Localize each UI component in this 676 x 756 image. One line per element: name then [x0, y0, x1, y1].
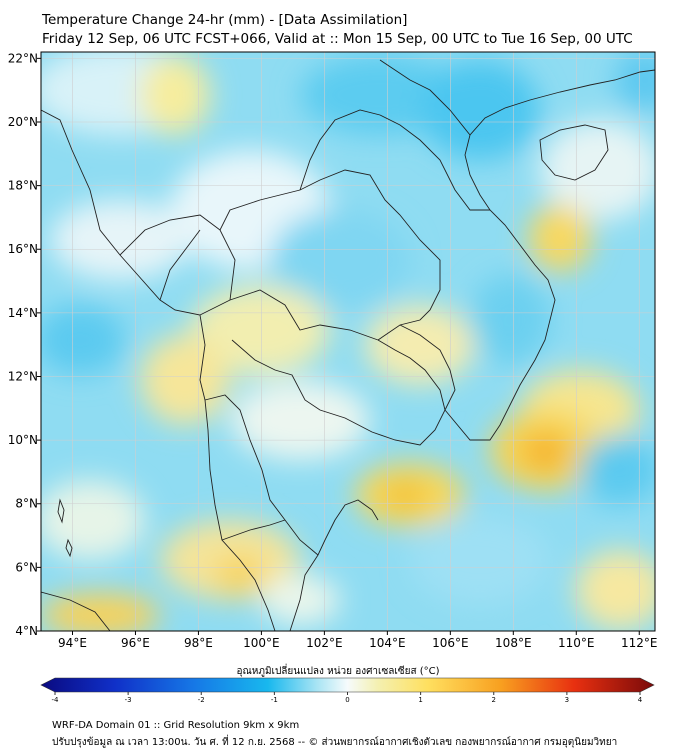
- colorbar-tick-label: 4: [638, 696, 643, 704]
- colorbar-ticks: -4 -3 -2 -1 0 1 2 3 4: [52, 692, 643, 704]
- y-tick-label: 4°N: [15, 624, 38, 638]
- y-tick-label: 8°N: [15, 497, 38, 511]
- y-tick-label: 10°N: [8, 433, 38, 447]
- x-axis-ticks: 94°E 96°E 98°E 100°E 102°E 104°E 106°E 108°E 110…: [58, 631, 658, 650]
- colorbar-tick-label: 3: [565, 696, 569, 704]
- y-tick-label: 22°N: [8, 51, 38, 65]
- x-tick-label: 96°E: [121, 636, 150, 650]
- y-tick-label: 20°N: [8, 115, 38, 129]
- x-tick-label: 100°E: [243, 636, 280, 650]
- x-tick-label: 108°E: [495, 636, 532, 650]
- map-title: Temperature Change 24-hr (mm) - [Data As…: [42, 12, 408, 28]
- colorbar-tick-label: -2: [198, 696, 205, 704]
- plot-frame: [40, 51, 656, 632]
- footer-credit: ปรับปรุงข้อมูล ณ เวลา 13:00น. วัน ศ. ที่…: [52, 737, 618, 748]
- colorbar-tick-label: 1: [418, 696, 422, 704]
- colorbar-label: อุณหภูมิเปลี่ยนแปลง หน่วย องศาเซลเซียส (…: [236, 666, 440, 677]
- footer-model-info: WRF-DA Domain 01 :: Grid Resolution 9km …: [52, 720, 300, 731]
- y-tick-label: 6°N: [15, 560, 38, 574]
- temperature-field: [41, 52, 655, 631]
- colorbar-tick-label: 2: [492, 696, 496, 704]
- y-axis-ticks: 22°N 20°N 18°N 16°N 14°N 12°N 10°N 8°N 6°N 4°N: [8, 51, 41, 638]
- y-tick-label: 18°N: [8, 179, 38, 193]
- x-tick-label: 106°E: [432, 636, 469, 650]
- colorbar: [40, 677, 655, 693]
- y-tick-label: 14°N: [8, 306, 38, 320]
- x-tick-label: 98°E: [184, 636, 213, 650]
- x-tick-label: 94°E: [58, 636, 87, 650]
- y-tick-label: 12°N: [8, 369, 38, 383]
- gridlines: [41, 52, 655, 632]
- x-tick-label: 112°E: [621, 636, 658, 650]
- map-subtitle: Friday 12 Sep, 06 UTC FCST+066, Valid at…: [42, 31, 633, 47]
- coastlines: [41, 59, 655, 631]
- colorbar-tick-label: 0: [345, 696, 349, 704]
- y-tick-label: 16°N: [8, 242, 38, 256]
- colorbar-tick-label: -3: [125, 696, 132, 704]
- x-tick-label: 110°E: [558, 636, 595, 650]
- x-tick-label: 102°E: [306, 636, 343, 650]
- colorbar-tick-label: -4: [52, 696, 60, 704]
- x-tick-label: 104°E: [369, 636, 406, 650]
- colorbar-tick-label: -1: [271, 696, 278, 704]
